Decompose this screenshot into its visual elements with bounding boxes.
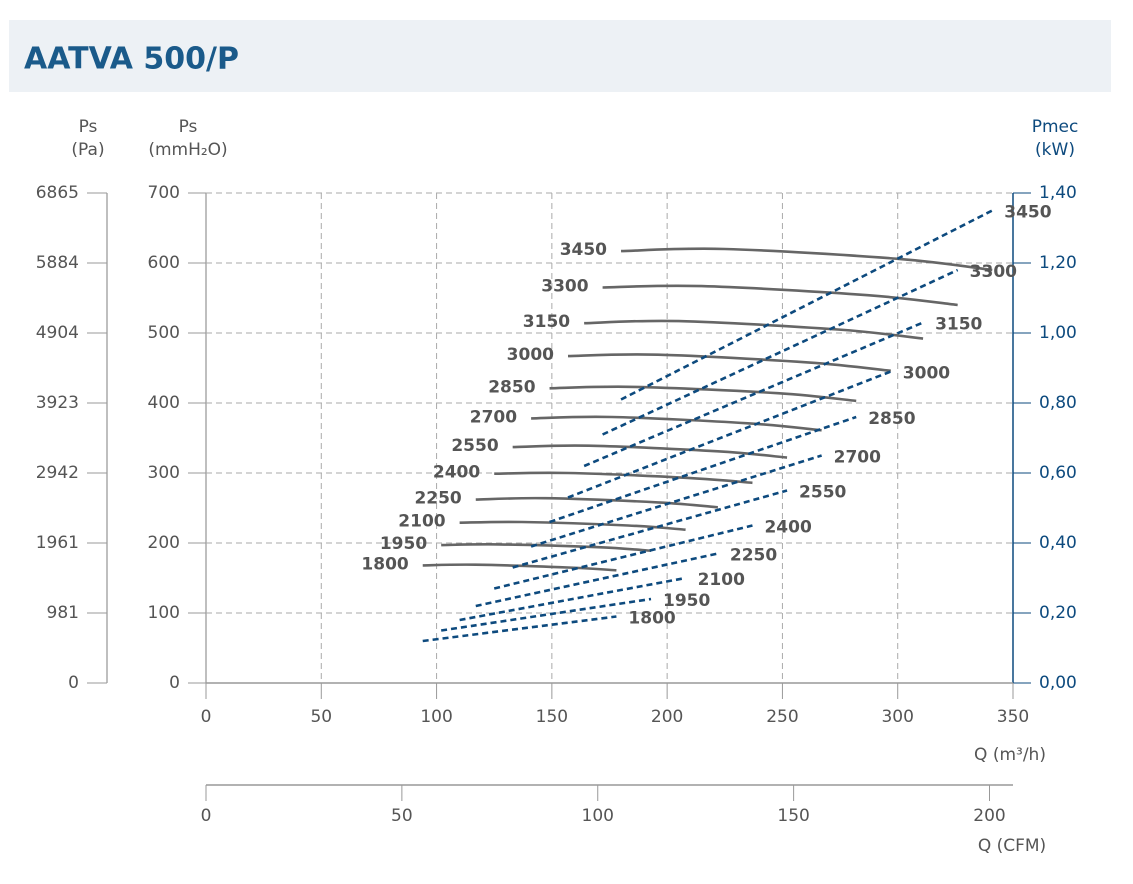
y3-tick-label: 2942 (36, 463, 79, 483)
y3-tick-label: 981 (47, 603, 79, 623)
series-label: 3300 (541, 277, 588, 297)
y-tick-label: 600 (148, 253, 180, 273)
series-label: 3150 (523, 312, 570, 332)
pressure-curve (602, 284, 958, 307)
x2-tick-label: 0 (201, 806, 212, 826)
y3-tick-label: 4904 (36, 323, 79, 343)
y-tick-label: 300 (148, 463, 180, 483)
y-tick-label: 200 (148, 533, 180, 553)
x-tick-label: 50 (310, 707, 332, 727)
y3-unit: (Pa) (71, 140, 104, 160)
series-label: 1950 (663, 591, 710, 611)
series-label: 2400 (433, 463, 480, 483)
x-tick-label: 350 (997, 707, 1029, 727)
x2-tick-label: 200 (973, 806, 1005, 826)
series-label: 2700 (834, 448, 881, 468)
power-line (602, 268, 959, 436)
pressure-curve (441, 543, 652, 552)
x-tick-label: 300 (881, 707, 913, 727)
series-label: 3300 (970, 262, 1017, 282)
y-label: Ps (179, 117, 198, 137)
power-line (422, 615, 617, 643)
y2-unit: (kW) (1035, 140, 1075, 160)
series-label: 2100 (398, 512, 445, 532)
power-line (583, 321, 924, 468)
series-label: 1800 (628, 609, 675, 629)
series-label: 3150 (935, 315, 982, 335)
power-line (475, 552, 719, 608)
x-tick-label: 200 (651, 707, 683, 727)
y2-tick-label: 0,00 (1039, 673, 1077, 693)
y2-tick-label: 0,40 (1039, 533, 1077, 553)
y-tick-label: 0 (169, 673, 180, 693)
series-label: 2100 (698, 570, 745, 590)
y2-tick-label: 1,40 (1039, 183, 1077, 203)
y3-tick-label: 0 (68, 673, 79, 693)
y3-tick-label: 5884 (36, 253, 79, 273)
y-unit: (mmH₂O) (148, 140, 227, 160)
y3-tick-label: 6865 (36, 183, 79, 203)
pressure-curve (531, 415, 822, 432)
y2-tick-label: 0,60 (1039, 463, 1077, 483)
pressure-curve (549, 385, 857, 403)
x-tick-label: 0 (201, 707, 212, 727)
x-label: Q (m³/h) (974, 745, 1046, 765)
pressure-curve (567, 353, 891, 373)
pressure-curve (512, 444, 788, 459)
power-line (567, 370, 892, 499)
pressure-curve (621, 247, 993, 272)
y3-tick-label: 3923 (36, 393, 79, 413)
series-label: 2850 (488, 377, 535, 397)
x2-tick-label: 100 (582, 806, 614, 826)
series-label: 1800 (361, 554, 408, 574)
x-tick-label: 150 (536, 707, 568, 727)
y2-tick-label: 1,00 (1039, 323, 1077, 343)
chart-title: AATVA 500/P (24, 42, 239, 77)
series-label: 1950 (380, 534, 427, 554)
series-label: 3000 (903, 364, 950, 384)
y-tick-label: 100 (148, 603, 180, 623)
power-line (512, 489, 788, 569)
power-line (530, 454, 823, 548)
y2-tick-label: 1,20 (1039, 253, 1077, 273)
pressure-curve (422, 563, 617, 572)
series-label: 2400 (764, 518, 811, 538)
y-tick-label: 500 (148, 323, 180, 343)
y2-tick-label: 0,20 (1039, 603, 1077, 623)
series-label: 2700 (470, 407, 517, 427)
x-tick-label: 100 (420, 707, 452, 727)
x2-tick-label: 150 (777, 806, 809, 826)
series-label: 2850 (868, 409, 915, 429)
pressure-curve (475, 496, 718, 509)
y3-label: Ps (79, 117, 98, 137)
series-label: 2250 (730, 546, 777, 566)
power-line (440, 597, 652, 632)
x2-label: Q (CFM) (978, 836, 1046, 856)
power-line (459, 576, 686, 622)
series-label: 3000 (507, 345, 554, 365)
y3-tick-label: 1961 (36, 533, 79, 553)
power-line (493, 524, 753, 590)
x2-tick-label: 50 (391, 806, 413, 826)
y2-label: Pmec (1032, 117, 1079, 137)
series-label: 3450 (560, 240, 607, 260)
header-band (9, 20, 1111, 92)
series-label: 2550 (451, 436, 498, 456)
pressure-curve (584, 319, 924, 340)
y-tick-label: 400 (148, 393, 180, 413)
y2-tick-label: 0,80 (1039, 393, 1077, 413)
x-tick-label: 250 (766, 707, 798, 727)
pressure-curve (494, 471, 753, 485)
series-label: 2250 (414, 489, 461, 509)
y-tick-label: 700 (148, 183, 180, 203)
series-label: 3450 (1004, 203, 1051, 223)
power-line (549, 415, 857, 524)
series-label: 2550 (799, 483, 846, 503)
